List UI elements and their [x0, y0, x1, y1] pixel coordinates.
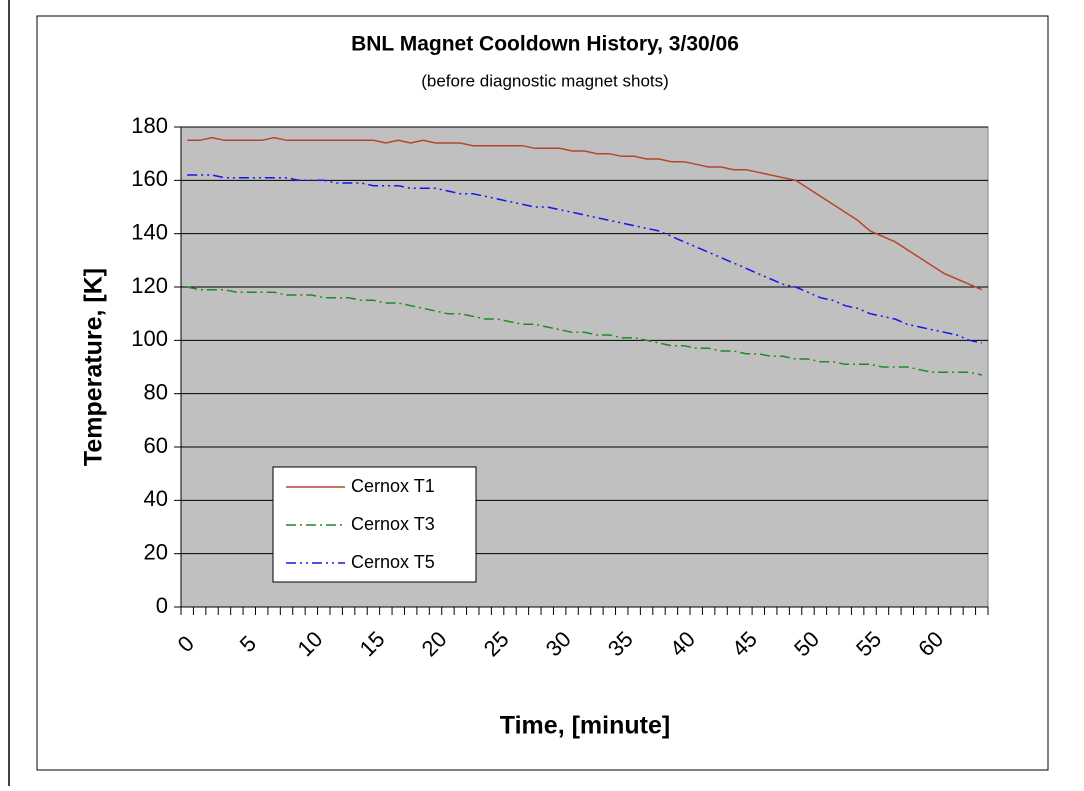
y-axis-title: Temperature, [K] — [80, 268, 108, 466]
series-line — [187, 136, 983, 291]
y-tick-label: 160 — [131, 166, 168, 191]
series-line — [187, 286, 982, 376]
chart-title: BNL Magnet Cooldown History, 3/30/06 — [351, 33, 739, 56]
y-tick-label: 60 — [144, 433, 168, 458]
y-tick-label: 120 — [131, 273, 168, 298]
legend-label: Cernox T1 — [351, 476, 435, 496]
chart-subtitle: (before diagnostic magnet shots) — [421, 71, 669, 90]
legend-label: Cernox T3 — [351, 514, 435, 534]
y-tick-label: 140 — [131, 219, 168, 244]
y-tick-label: 20 — [144, 539, 168, 564]
y-tick-label: 100 — [131, 326, 168, 351]
series-line — [187, 174, 982, 344]
legend-label: Cernox T5 — [351, 552, 435, 572]
y-tick-label: 40 — [144, 486, 168, 511]
y-tick-label: 80 — [144, 379, 168, 404]
x-axis-title: Time, [minute] — [500, 712, 670, 740]
y-tick-label: 180 — [131, 113, 168, 138]
y-tick-label: 0 — [156, 593, 168, 618]
